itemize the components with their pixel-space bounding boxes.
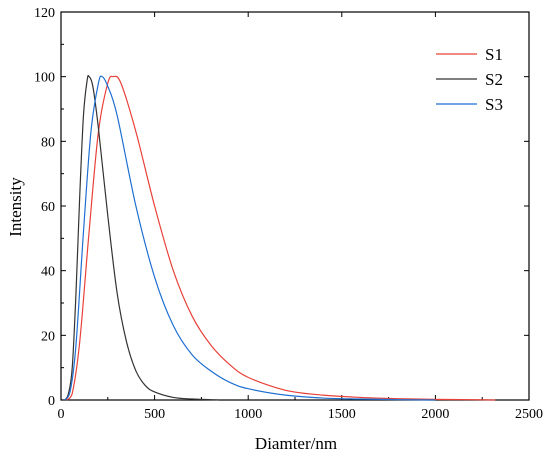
legend: S1 S2 S3	[436, 45, 503, 114]
axes-layer: 0 500 1000 1500 2000 2500 0 20 40 60 80 100 120	[34, 6, 543, 422]
legend-label-s1: S1	[485, 45, 503, 64]
series-line-s3	[64, 75, 436, 401]
plot-frame	[60, 11, 530, 401]
x-tick-label: 1000	[234, 407, 262, 422]
y-tick-label: 0	[48, 394, 55, 409]
y-axis-label: Intensity	[6, 177, 25, 237]
y-tick-label: 120	[34, 6, 55, 21]
legend-label-s2: S2	[485, 70, 503, 89]
x-tick-label: 1500	[328, 407, 356, 422]
series-layer	[64, 74, 496, 401]
x-axis-label: Diamter/nm	[255, 434, 337, 453]
y-tick-label: 40	[41, 265, 55, 280]
y-tick-label: 100	[34, 71, 55, 86]
series-line-s2	[64, 74, 221, 401]
series-line-s1	[66, 75, 496, 401]
y-tick-label: 20	[41, 329, 55, 344]
x-tick-label: 0	[58, 407, 65, 422]
y-tick-label: 60	[41, 200, 55, 215]
y-tick-label: 80	[41, 135, 55, 150]
x-tick-label: 2500	[515, 407, 543, 422]
x-tick-label: 2000	[421, 407, 449, 422]
legend-label-s3: S3	[485, 95, 503, 114]
x-tick-label: 500	[144, 407, 165, 422]
